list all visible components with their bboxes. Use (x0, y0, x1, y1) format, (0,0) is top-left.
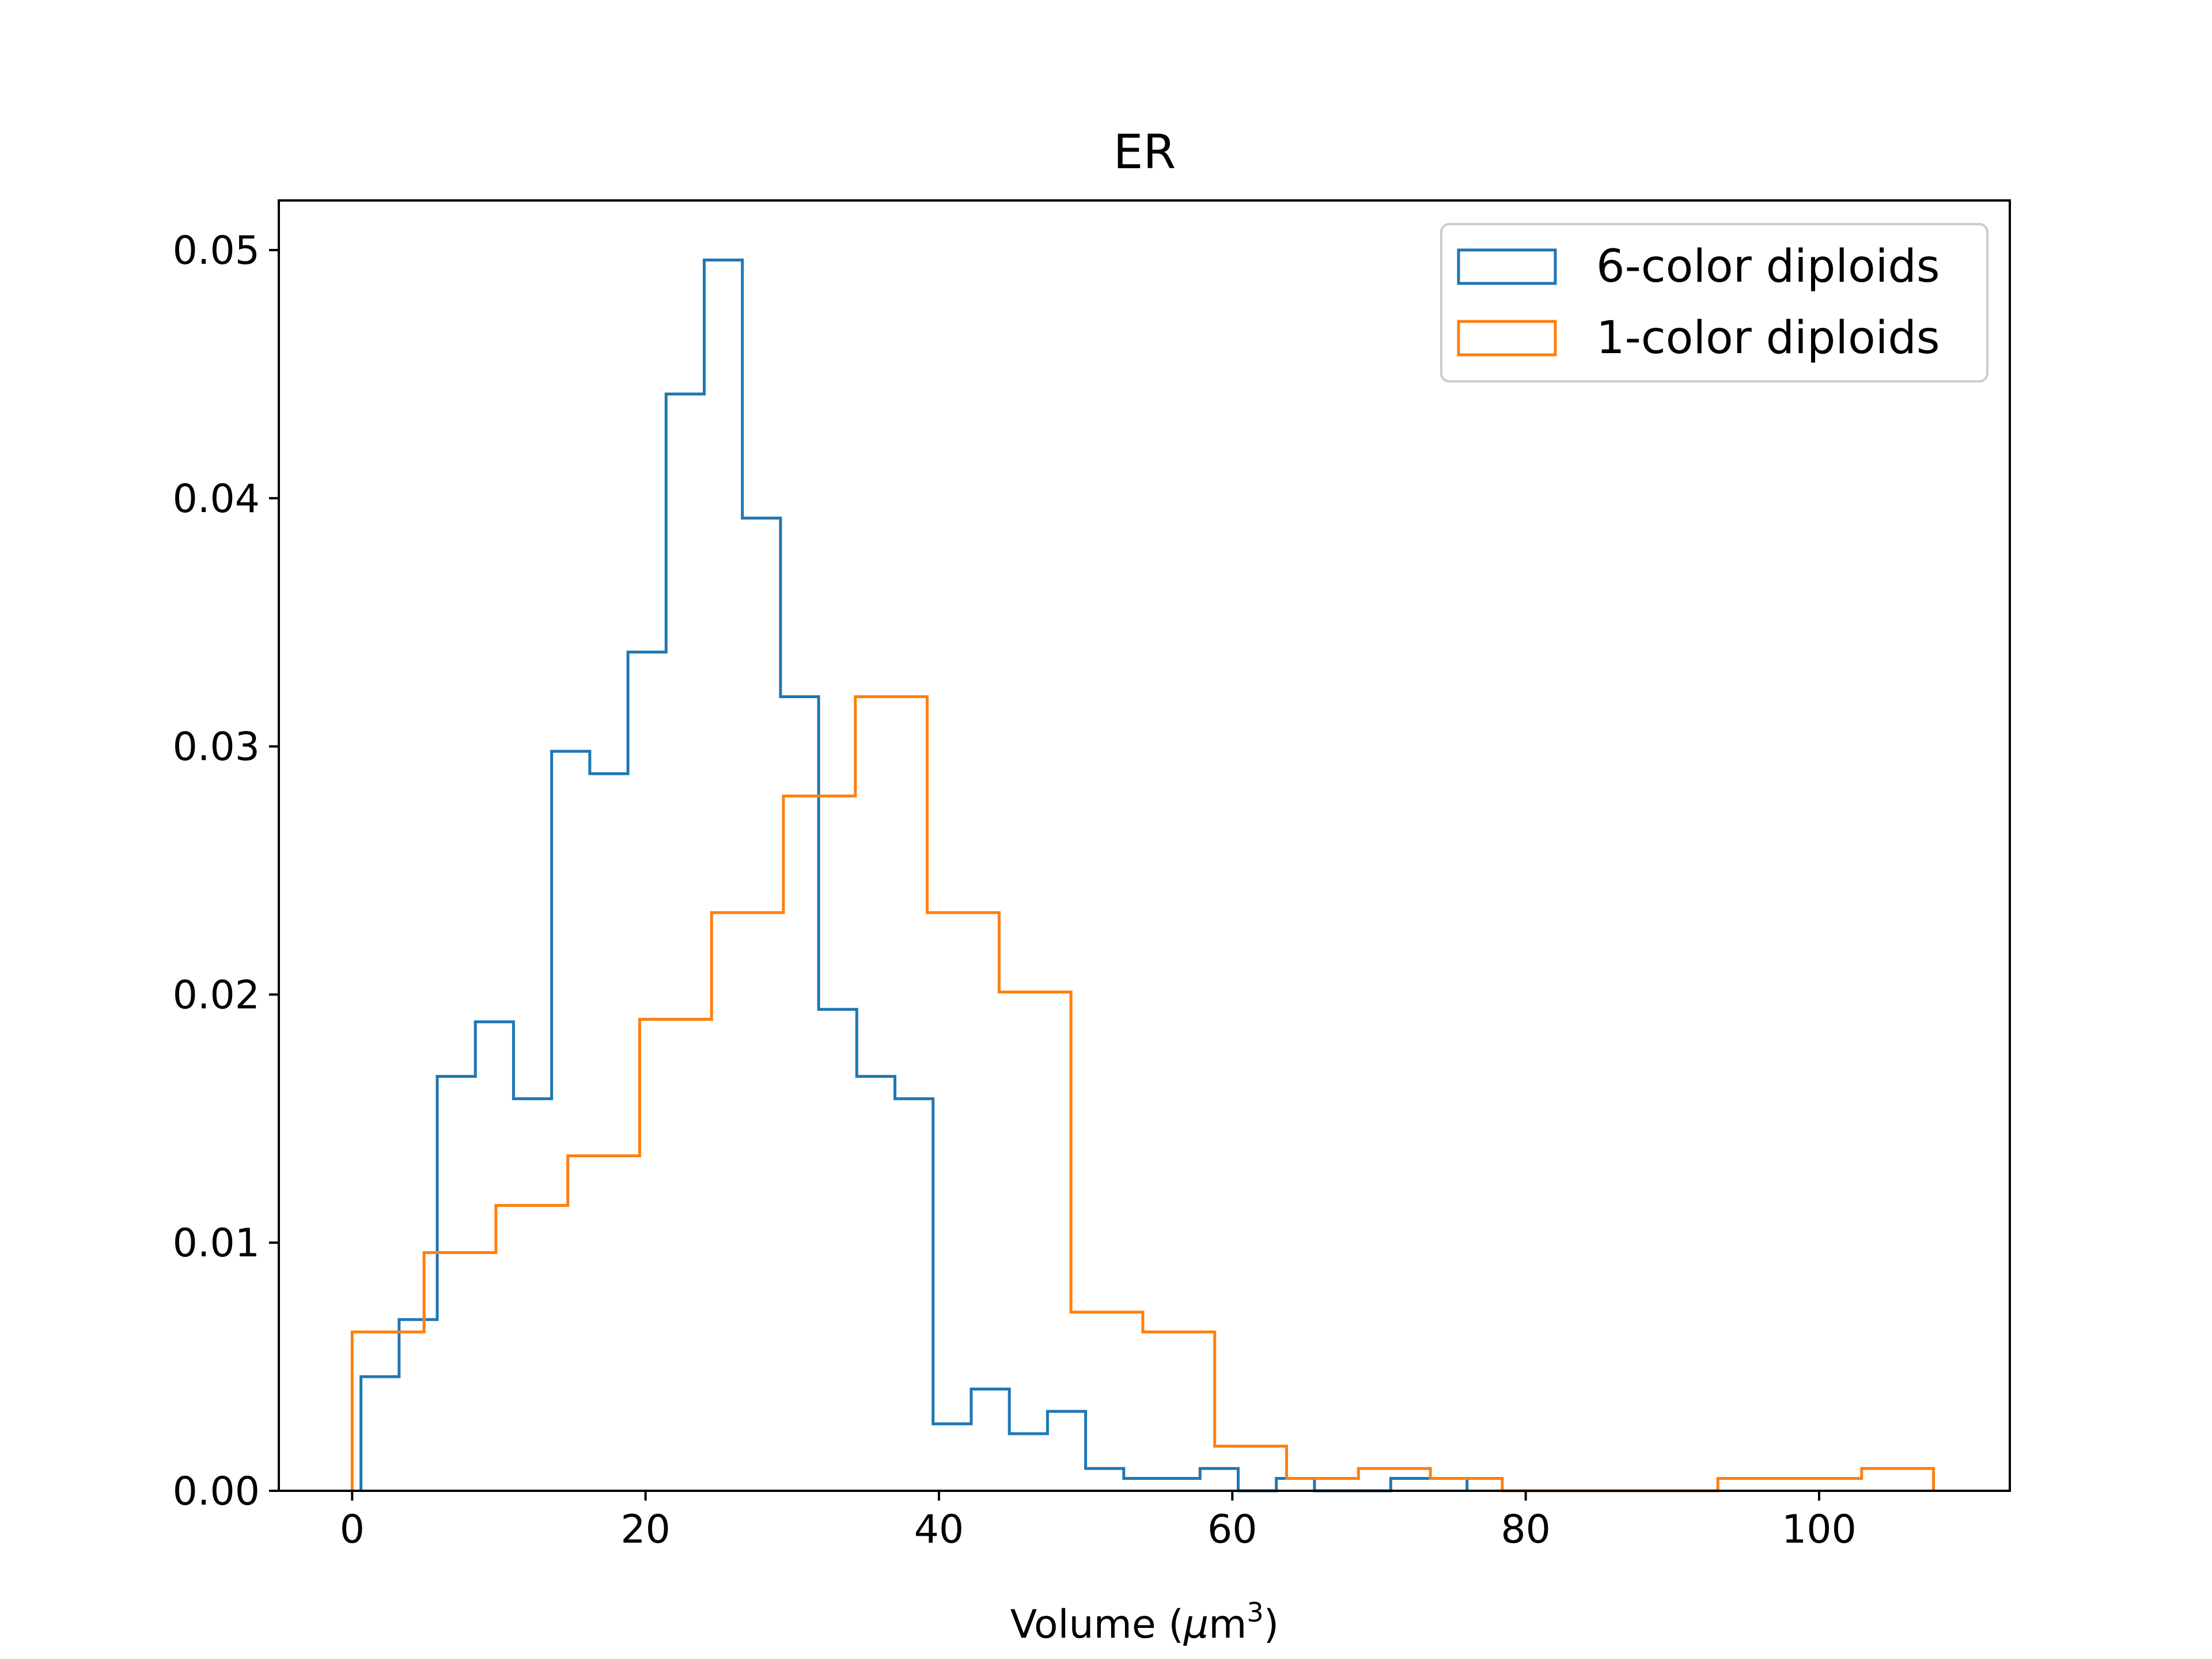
legend-box (1440, 223, 1988, 382)
y-tick-label: 0.03 (173, 725, 260, 770)
y-tick-label: 0.05 (173, 228, 260, 274)
y-tick-label: 0.04 (173, 476, 260, 522)
y-axis: 0.00 0.01 0.02 0.03 0.04 0.05 (173, 228, 279, 1514)
x-tick-label: 40 (914, 1507, 964, 1552)
legend: 6-color diploids 1-color diploids (1440, 223, 1988, 382)
x-label-main: Volume ( (1010, 1602, 1184, 1647)
y-tick-label: 0.01 (173, 1221, 260, 1266)
legend-label-2: 1-color diploids (1596, 312, 1940, 364)
legend-swatch-2 (1457, 320, 1557, 357)
x-tick-label: 60 (1207, 1507, 1257, 1552)
x-tick-label: 80 (1501, 1507, 1551, 1552)
x-label-superscript: 3 (1247, 1597, 1263, 1628)
x-axis: 0 20 40 60 80 100 (340, 1491, 1857, 1552)
plot-frame (278, 199, 2011, 1492)
x-axis-label: Volume (μm3) (1010, 1597, 1279, 1647)
x-tick-label: 100 (1782, 1507, 1857, 1552)
chart-title: ER (1113, 125, 1176, 180)
legend-swatch-1 (1457, 248, 1557, 285)
x-label-close: ) (1264, 1602, 1279, 1647)
x-tick-label: 0 (340, 1507, 365, 1552)
x-tick-label: 20 (620, 1507, 671, 1552)
y-tick-label: 0.02 (173, 972, 260, 1018)
x-label-mu: μ (1183, 1602, 1209, 1647)
legend-label-1: 6-color diploids (1596, 241, 1940, 293)
y-tick-label: 0.00 (173, 1469, 260, 1514)
x-label-m: m (1209, 1602, 1247, 1647)
